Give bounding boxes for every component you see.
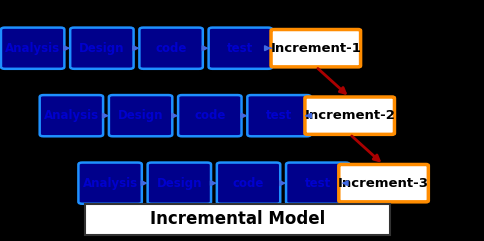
FancyBboxPatch shape — [178, 95, 242, 136]
Text: Increment-2: Increment-2 — [304, 109, 395, 122]
Text: code: code — [194, 109, 226, 122]
FancyBboxPatch shape — [78, 163, 142, 204]
Text: Increment-3: Increment-3 — [338, 177, 429, 190]
FancyBboxPatch shape — [148, 163, 211, 204]
Text: Design: Design — [156, 177, 202, 190]
FancyBboxPatch shape — [70, 28, 134, 69]
Text: Design: Design — [79, 42, 125, 55]
Text: Analysis: Analysis — [83, 177, 137, 190]
Text: Incremental Model: Incremental Model — [150, 210, 325, 228]
FancyBboxPatch shape — [217, 163, 280, 204]
Text: Analysis: Analysis — [5, 42, 60, 55]
FancyBboxPatch shape — [209, 28, 272, 69]
Text: Increment-1: Increment-1 — [271, 42, 361, 55]
Text: test: test — [304, 177, 331, 190]
FancyBboxPatch shape — [286, 163, 349, 204]
FancyBboxPatch shape — [40, 95, 103, 136]
FancyBboxPatch shape — [85, 204, 390, 235]
FancyBboxPatch shape — [139, 28, 203, 69]
FancyBboxPatch shape — [305, 97, 394, 134]
FancyBboxPatch shape — [1, 28, 64, 69]
Text: Analysis: Analysis — [44, 109, 99, 122]
FancyBboxPatch shape — [339, 164, 428, 202]
FancyBboxPatch shape — [247, 95, 311, 136]
Text: code: code — [155, 42, 187, 55]
FancyBboxPatch shape — [271, 29, 361, 67]
Text: test: test — [227, 42, 254, 55]
Text: test: test — [266, 109, 292, 122]
Text: code: code — [233, 177, 264, 190]
Text: Design: Design — [118, 109, 164, 122]
FancyBboxPatch shape — [109, 95, 172, 136]
